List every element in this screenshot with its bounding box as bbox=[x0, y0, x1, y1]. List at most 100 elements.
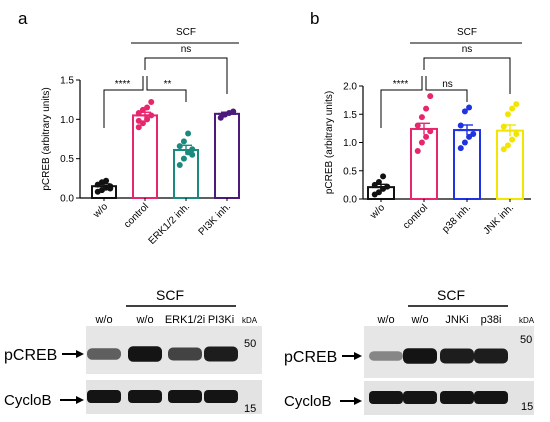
data-point bbox=[513, 101, 520, 108]
data-point bbox=[504, 111, 511, 118]
lane-label: ERK1/2i bbox=[165, 314, 205, 326]
marker-top-label: 50 bbox=[244, 338, 256, 350]
x-tick-label: w/o bbox=[91, 201, 111, 221]
x-tick-label: PI3K inh. bbox=[197, 201, 233, 237]
data-point bbox=[380, 173, 387, 180]
pcreb-row-label: pCREB bbox=[284, 349, 337, 366]
y-tick-label: 1.0 bbox=[60, 115, 74, 126]
y-tick-label: 1.5 bbox=[60, 76, 74, 87]
x-tick-label: p38 inh. bbox=[440, 202, 473, 235]
data-point bbox=[135, 124, 142, 131]
pcreb-band bbox=[168, 347, 202, 361]
cyclob-band bbox=[128, 390, 162, 403]
ns-bracket-line bbox=[144, 57, 228, 94]
bar-1 bbox=[410, 127, 438, 200]
data-point bbox=[504, 142, 511, 149]
comparison-bracket-line bbox=[425, 76, 468, 102]
data-point bbox=[509, 105, 516, 112]
data-point bbox=[418, 114, 425, 121]
lane-label: w/o bbox=[135, 314, 153, 326]
y-tick-label: 1.0 bbox=[343, 138, 357, 149]
pcreb-band bbox=[87, 348, 121, 360]
cyclob-row-label: CycloB bbox=[284, 393, 332, 410]
star-bracket-line bbox=[103, 76, 144, 128]
x-tick-label: ERK1/2 inh. bbox=[147, 201, 193, 247]
comparison-bracket-label: ns bbox=[442, 79, 453, 90]
ns-bracket-label: ns bbox=[462, 44, 473, 55]
data-point bbox=[144, 116, 151, 123]
cyclob-arrow-head bbox=[76, 396, 84, 404]
data-point bbox=[509, 136, 516, 143]
pcreb-arrow-head bbox=[76, 350, 84, 358]
cyclob-band bbox=[204, 390, 238, 403]
data-point bbox=[414, 122, 421, 129]
chart-panel-a: a 0.0 0.5 1.0 1.5 pCREB (arbitrary units) w/o c… bbox=[18, 9, 240, 247]
data-point bbox=[135, 110, 142, 117]
comparison-bracket-line bbox=[146, 76, 187, 102]
data-point bbox=[513, 131, 520, 138]
marker-bottom-label: 15 bbox=[521, 401, 533, 413]
lane-label: w/o bbox=[410, 314, 428, 326]
pcreb-row-label: pCREB bbox=[4, 347, 57, 364]
ns-bracket-label: ns bbox=[181, 44, 192, 55]
marker-bottom-label: 15 bbox=[244, 403, 256, 415]
data-point bbox=[135, 117, 142, 124]
data-point bbox=[189, 151, 196, 158]
data-point bbox=[500, 146, 507, 153]
data-point bbox=[427, 128, 434, 135]
chart-panel-b: b 0.0 0.5 1.0 1.5 2.0 pCREB (arbitrary units) w… bbox=[310, 9, 531, 237]
data-point bbox=[180, 155, 187, 162]
data-point bbox=[500, 123, 507, 130]
y-axis-label: pCREB (arbitrary units) bbox=[41, 87, 52, 190]
data-point bbox=[461, 108, 468, 115]
lane-label: p38i bbox=[481, 314, 502, 326]
data-point bbox=[230, 108, 237, 115]
kda-label: kDA bbox=[519, 316, 535, 325]
data-point bbox=[176, 161, 183, 168]
data-point bbox=[384, 183, 391, 190]
data-point bbox=[466, 104, 473, 111]
cyclob-arrow-head bbox=[354, 397, 362, 405]
data-point bbox=[148, 99, 155, 106]
data-point bbox=[217, 114, 224, 121]
lane-label: w/o bbox=[376, 314, 394, 326]
data-point bbox=[148, 112, 155, 119]
data-point bbox=[423, 133, 430, 140]
y-tick-label: 0.5 bbox=[60, 154, 74, 165]
bar-3 bbox=[214, 112, 240, 199]
data-point bbox=[375, 179, 382, 186]
blot-scf-label: SCF bbox=[437, 287, 465, 303]
star-bracket-label: **** bbox=[393, 79, 409, 90]
data-point bbox=[107, 185, 114, 192]
cyclob-row-label: CycloB bbox=[4, 392, 52, 409]
kda-label: kDA bbox=[242, 316, 258, 325]
scf-bracket-label: SCF bbox=[176, 27, 196, 38]
cyclob-band bbox=[474, 391, 508, 404]
star-bracket-label: **** bbox=[115, 79, 131, 90]
data-point bbox=[189, 146, 196, 153]
pcreb-band bbox=[128, 346, 162, 362]
lane-label: PI3Ki bbox=[208, 314, 234, 326]
marker-top-label: 50 bbox=[520, 334, 532, 346]
blot-panel-1: SCF w/o w/o JNKi p38i kDA 50 15 pCREB CycloB bbox=[284, 287, 535, 415]
data-point bbox=[180, 138, 187, 145]
pcreb-band bbox=[440, 348, 474, 364]
cyclob-band bbox=[168, 390, 202, 403]
x-tick-label: control bbox=[401, 202, 430, 231]
y-axis-label: pCREB (arbitrary units) bbox=[324, 91, 335, 194]
data-point bbox=[457, 145, 464, 152]
y-tick-label: 0.0 bbox=[343, 195, 357, 206]
pcreb-band bbox=[403, 348, 437, 364]
pcreb-band bbox=[474, 348, 508, 364]
y-tick-label: 0.0 bbox=[60, 194, 74, 205]
blot-scf-label: SCF bbox=[156, 287, 184, 303]
data-point bbox=[461, 139, 468, 146]
data-point bbox=[103, 177, 110, 184]
cyclob-band bbox=[87, 390, 121, 403]
panel-letter: b bbox=[310, 9, 319, 28]
data-point bbox=[185, 130, 192, 137]
y-tick-label: 2.0 bbox=[343, 82, 357, 93]
lane-label: JNKi bbox=[445, 314, 468, 326]
panel-letter: a bbox=[18, 9, 28, 28]
